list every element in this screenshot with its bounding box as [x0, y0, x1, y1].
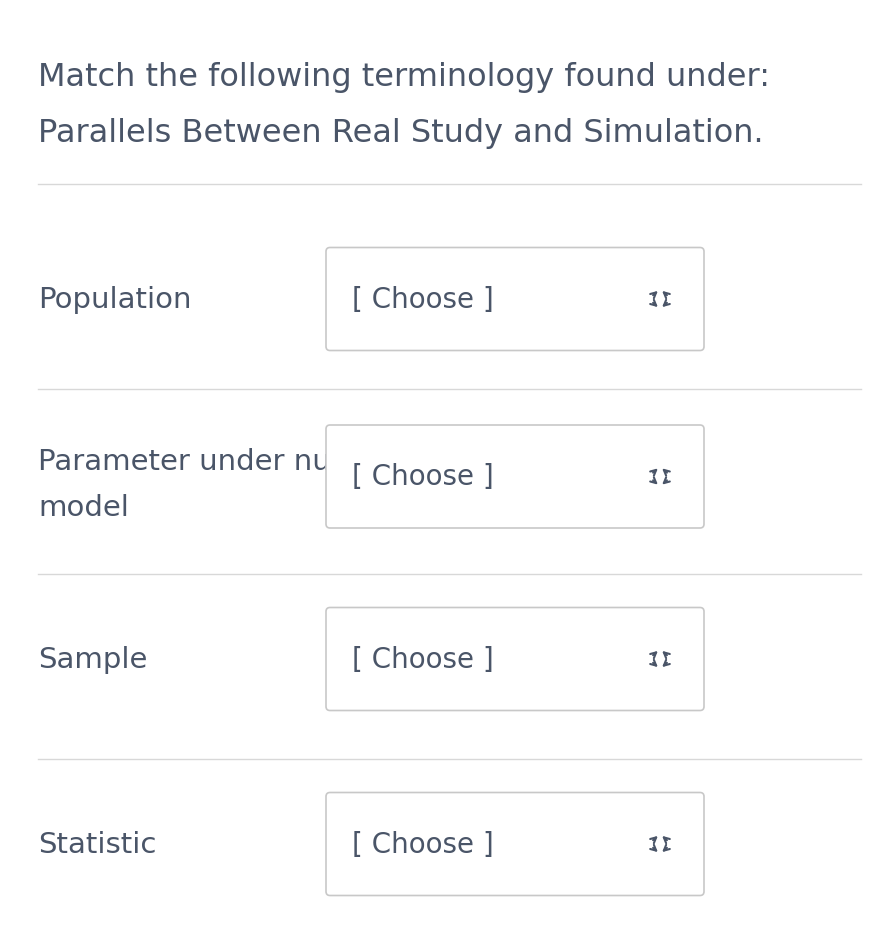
Text: Parallels Between Real Study and Simulation.: Parallels Between Real Study and Simulat…	[38, 118, 764, 149]
Text: Sample: Sample	[38, 645, 147, 673]
Text: [ Choose ]: [ Choose ]	[352, 830, 494, 858]
Text: Population: Population	[38, 286, 192, 313]
FancyBboxPatch shape	[326, 426, 704, 528]
Text: Parameter under null: Parameter under null	[38, 447, 347, 475]
Text: model: model	[38, 493, 129, 522]
Text: [ Choose ]: [ Choose ]	[352, 645, 494, 673]
FancyBboxPatch shape	[326, 608, 704, 711]
FancyBboxPatch shape	[326, 793, 704, 896]
FancyBboxPatch shape	[326, 248, 704, 351]
Text: [ Choose ]: [ Choose ]	[352, 286, 494, 313]
Text: [ Choose ]: [ Choose ]	[352, 463, 494, 491]
Text: Statistic: Statistic	[38, 830, 157, 858]
Text: Match the following terminology found under:: Match the following terminology found un…	[38, 62, 770, 93]
